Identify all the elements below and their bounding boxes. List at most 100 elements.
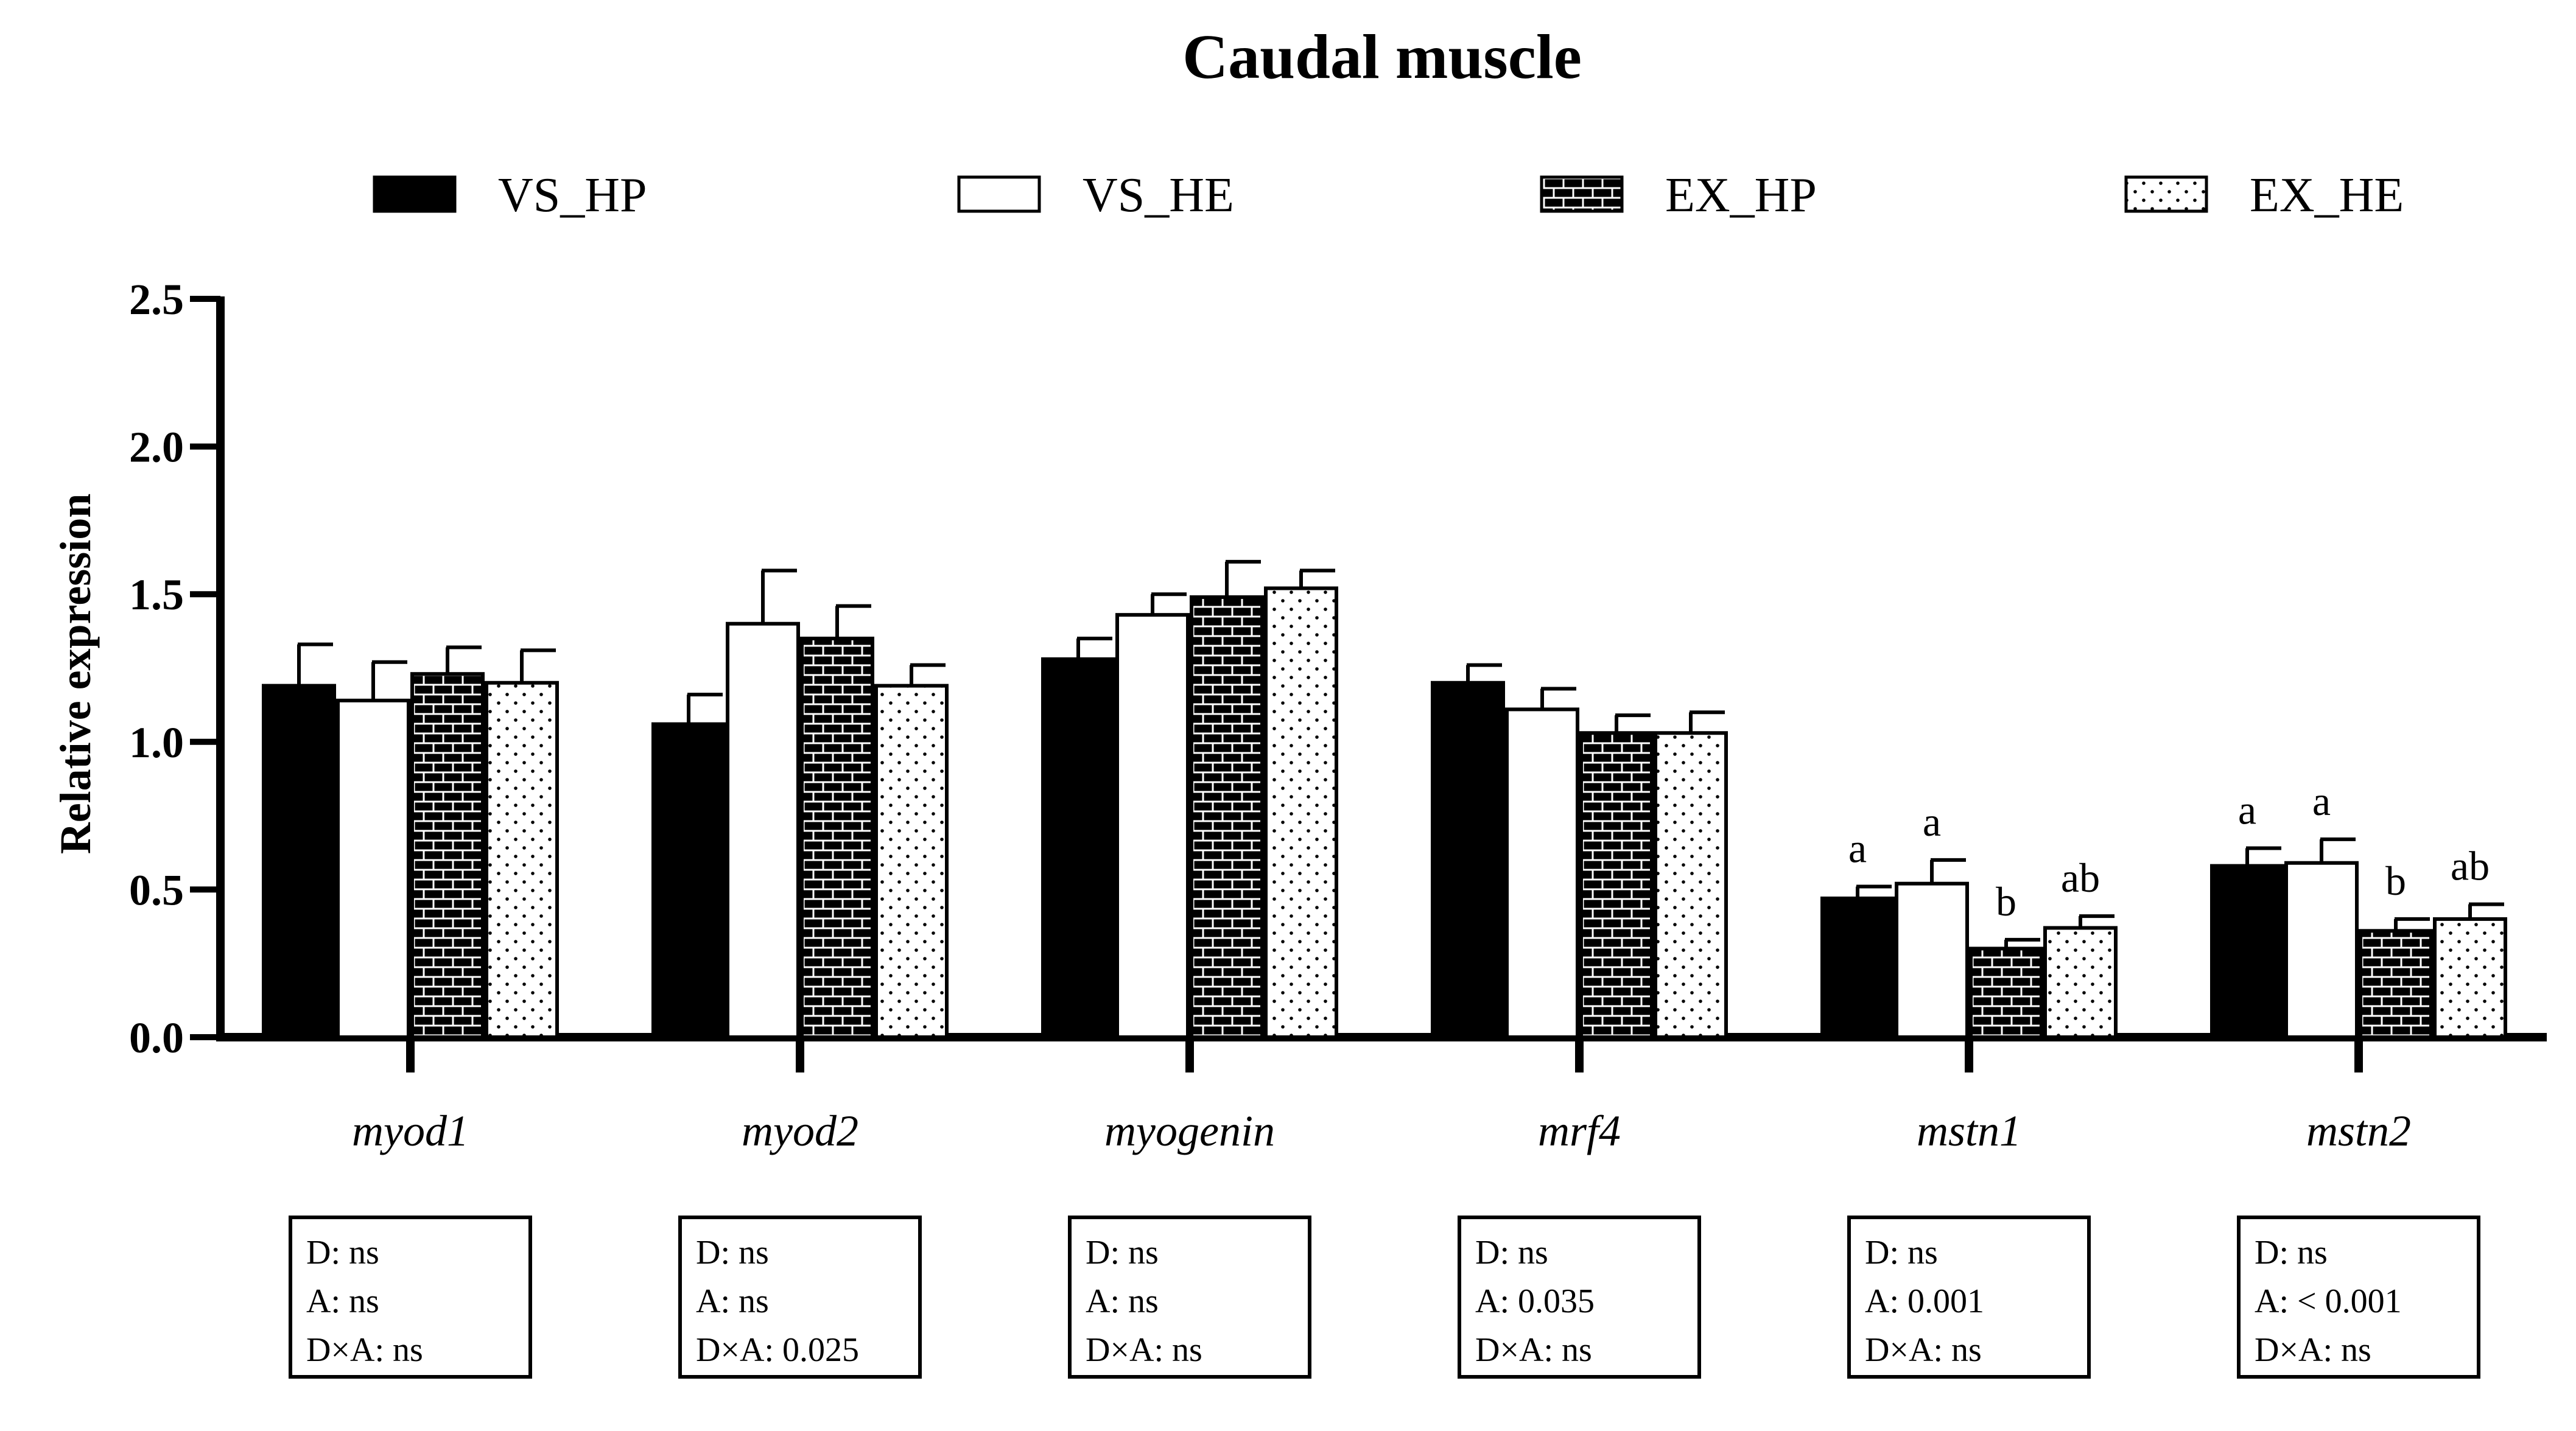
significance-letter: ab [2451,843,2490,889]
stat-box-frame [289,1216,532,1379]
stat-box-frame [2237,1216,2480,1379]
chart-title: Caudal muscle [1182,22,1582,92]
stat-box-line: A: ns [696,1282,769,1320]
significance-letter: a [2312,778,2331,824]
legend-label-vs-he: VS_HE [1083,169,1234,222]
significance-letter: a [2238,786,2256,833]
stat-box-mrf4: D: ns A: 0.035 D×A: ns [1458,1216,1701,1379]
bar-vs-he [1115,613,1190,1039]
y-tick-label: 2.0 [129,423,184,472]
stat-box-line: A: 0.035 [1475,1282,1595,1320]
y-tick-label: 1.0 [129,718,184,767]
significance-letter: b [1996,878,2016,925]
stat-box-myod2: D: ns A: ns D×A: 0.025 [678,1216,922,1379]
legend-entry-ex-hp: EX_HP [1540,169,1817,222]
bar-group-myogenin [1041,559,1338,1039]
stat-box-frame [1068,1216,1311,1379]
stat-box-line: D: ns [306,1234,379,1272]
y-ticks: 0.0 0.5 1.0 1.5 2.0 2.5 [129,275,220,1062]
bar-ex-hp [1190,595,1264,1039]
bar-ex-he [485,681,559,1039]
stat-boxes: D: nsA: nsD×A: nsD: nsA: nsD×A: 0.025D: … [289,1216,2480,1379]
y-axis-label: Relative expression [51,494,100,855]
stat-box-line: D×A: ns [306,1331,423,1369]
bar-ex-he [874,684,949,1040]
bar-ex-hp [2359,929,2433,1039]
stat-box-myod1: D: ns A: ns D×A: ns [289,1216,532,1379]
stat-box-line: A: 0.001 [1865,1282,1984,1320]
y-tick-label: 1.5 [129,570,184,619]
y-tick-label: 0.0 [129,1013,184,1062]
bar-ex-he [1264,586,1338,1039]
bar-ex-hp [1579,731,1654,1040]
significance-letter: a [1848,825,1867,872]
stat-box-line: A: ns [1086,1282,1159,1320]
bar-vs-hp [1431,681,1505,1039]
bar-ex-hp [410,672,485,1039]
bar-ex-he [1654,731,1728,1040]
stat-box-line: D×A: 0.025 [696,1331,859,1369]
stat-box-line: D: ns [2255,1234,2328,1272]
stat-box-line: D×A: ns [2255,1331,2371,1369]
stat-box-line: D×A: ns [1475,1331,1592,1369]
stat-box-line: D×A: ns [1086,1331,1202,1369]
bar-vs-hp [262,684,336,1040]
stat-box-frame [1458,1216,1701,1379]
bar-ex-he [2433,917,2507,1040]
bar-vs-he [1895,881,1969,1040]
legend-entry-vs-hp: VS_HP [373,169,647,222]
stat-box-mstn2: D: ns A: < 0.001 D×A: ns [2237,1216,2480,1379]
bar-ex-hp [800,636,874,1039]
bar-vs-hp [1041,657,1115,1039]
bar-group-mstn2: a ab ab [2210,778,2507,1040]
bar-vs-hp [1820,896,1895,1040]
significance-letter: a [1923,799,1941,845]
bar-vs-hp [651,722,726,1039]
bar-vs-he [1505,707,1579,1039]
legend-entry-vs-he: VS_HE [957,169,1234,222]
stat-box-line: A: < 0.001 [2255,1282,2402,1320]
legend-label-ex-hp: EX_HP [1665,169,1817,222]
stat-box-myogenin: D: ns A: ns D×A: ns [1068,1216,1311,1379]
legend-swatch-vs-hp [373,175,457,213]
x-tick-label-mrf4: mrf4 [1538,1107,1621,1155]
bar-vs-he [336,698,410,1039]
stat-box-line: D: ns [1475,1234,1548,1272]
x-tick-label-myogenin: myogenin [1104,1107,1275,1155]
bar-group-mrf4 [1431,663,1728,1040]
stat-box-frame [1847,1216,2091,1379]
stat-box-line: D: ns [696,1234,769,1272]
stat-box-mstn1: D: ns A: 0.001 D×A: ns [1847,1216,2091,1379]
bar-vs-hp [2210,864,2284,1039]
bar-ex-he [2043,926,2118,1039]
y-tick-label: 0.5 [129,866,184,914]
legend-swatch-ex-he [2124,175,2208,213]
legend-swatch-ex-hp [1540,175,1624,213]
x-tick-label-myod1: myod1 [352,1107,469,1155]
stat-box-line: D: ns [1086,1234,1159,1272]
stat-box-line: D×A: ns [1865,1331,1982,1369]
x-ticks: myod1 myod2 myogenin mrf4 mstn1 mstn2 [352,1037,2411,1155]
bar-group-myod1 [262,642,559,1040]
x-tick-label-mstn2: mstn2 [2306,1107,2411,1155]
bar-group-myod2 [651,569,949,1040]
x-tick-label-myod2: myod2 [742,1107,858,1155]
legend-label-vs-hp: VS_HP [498,169,647,222]
legend-entry-ex-he: EX_HE [2124,169,2404,222]
bar-vs-he [2284,861,2359,1040]
significance-letter: b [2385,858,2406,904]
legend-swatch-vs-he [957,175,1041,213]
bar-ex-hp [1969,946,2043,1039]
legend: VS_HP VS_HE EX_HP EX_HE [373,169,2404,222]
stat-box-line: D: ns [1865,1234,1938,1272]
x-tick-label-mstn1: mstn1 [1917,1107,2021,1155]
significance-letter: ab [2061,855,2100,901]
legend-label-ex-he: EX_HE [2250,169,2404,222]
y-tick-label: 2.5 [129,275,184,324]
stat-box-frame [678,1216,922,1379]
bar-vs-he [726,621,800,1039]
